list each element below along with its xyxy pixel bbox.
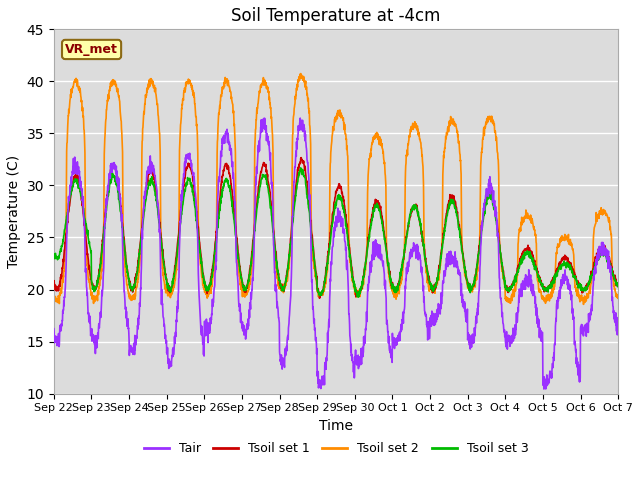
- Tsoil set 2: [50, 290, 58, 296]
- X-axis label: Time: Time: [319, 419, 353, 433]
- Title: Soil Temperature at -4cm: Soil Temperature at -4cm: [231, 7, 441, 25]
- Tsoil set 3: [614, 284, 621, 289]
- Tsoil set 3: [500, 275, 508, 281]
- Tsoil set 3: [50, 251, 58, 257]
- Tsoil set 2: [353, 293, 360, 299]
- Line: Tsoil set 3: Tsoil set 3: [54, 168, 618, 297]
- Tsoil set 3: [580, 286, 588, 291]
- Line: Tsoil set 2: Tsoil set 2: [54, 73, 618, 304]
- Legend: Tair, Tsoil set 1, Tsoil set 2, Tsoil set 3: Tair, Tsoil set 1, Tsoil set 2, Tsoil se…: [139, 437, 533, 460]
- Tsoil set 1: [500, 275, 508, 280]
- Tsoil set 1: [316, 295, 323, 301]
- Tair: [296, 115, 304, 121]
- Tsoil set 1: [298, 155, 305, 160]
- Tsoil set 3: [564, 264, 572, 270]
- Tair: [614, 325, 621, 331]
- Tsoil set 3: [355, 294, 362, 300]
- Tair: [365, 278, 372, 284]
- Tair: [580, 324, 588, 330]
- Tsoil set 2: [365, 165, 372, 171]
- Tsoil set 1: [564, 261, 572, 266]
- Tsoil set 1: [353, 292, 360, 298]
- Tsoil set 3: [353, 288, 360, 294]
- Line: Tsoil set 1: Tsoil set 1: [54, 157, 618, 298]
- Tsoil set 1: [614, 281, 621, 287]
- Line: Tair: Tair: [54, 118, 618, 389]
- Tsoil set 2: [207, 290, 215, 296]
- Tsoil set 2: [580, 295, 588, 301]
- Tair: [50, 326, 58, 332]
- Tair: [207, 316, 215, 322]
- Tsoil set 1: [50, 281, 58, 287]
- Y-axis label: Temperature (C): Temperature (C): [7, 155, 21, 268]
- Text: VR_met: VR_met: [65, 43, 118, 56]
- Tsoil set 1: [580, 287, 588, 293]
- Tsoil set 1: [207, 276, 215, 281]
- Tair: [500, 329, 508, 335]
- Tsoil set 2: [500, 276, 508, 282]
- Tsoil set 2: [297, 71, 305, 76]
- Tsoil set 3: [207, 278, 215, 284]
- Tsoil set 3: [297, 165, 305, 171]
- Tair: [540, 386, 548, 392]
- Tsoil set 2: [580, 301, 588, 307]
- Tsoil set 2: [614, 295, 621, 301]
- Tsoil set 1: [365, 232, 372, 238]
- Tair: [353, 353, 360, 359]
- Tsoil set 2: [564, 233, 572, 239]
- Tsoil set 3: [365, 235, 372, 241]
- Tair: [564, 280, 572, 286]
